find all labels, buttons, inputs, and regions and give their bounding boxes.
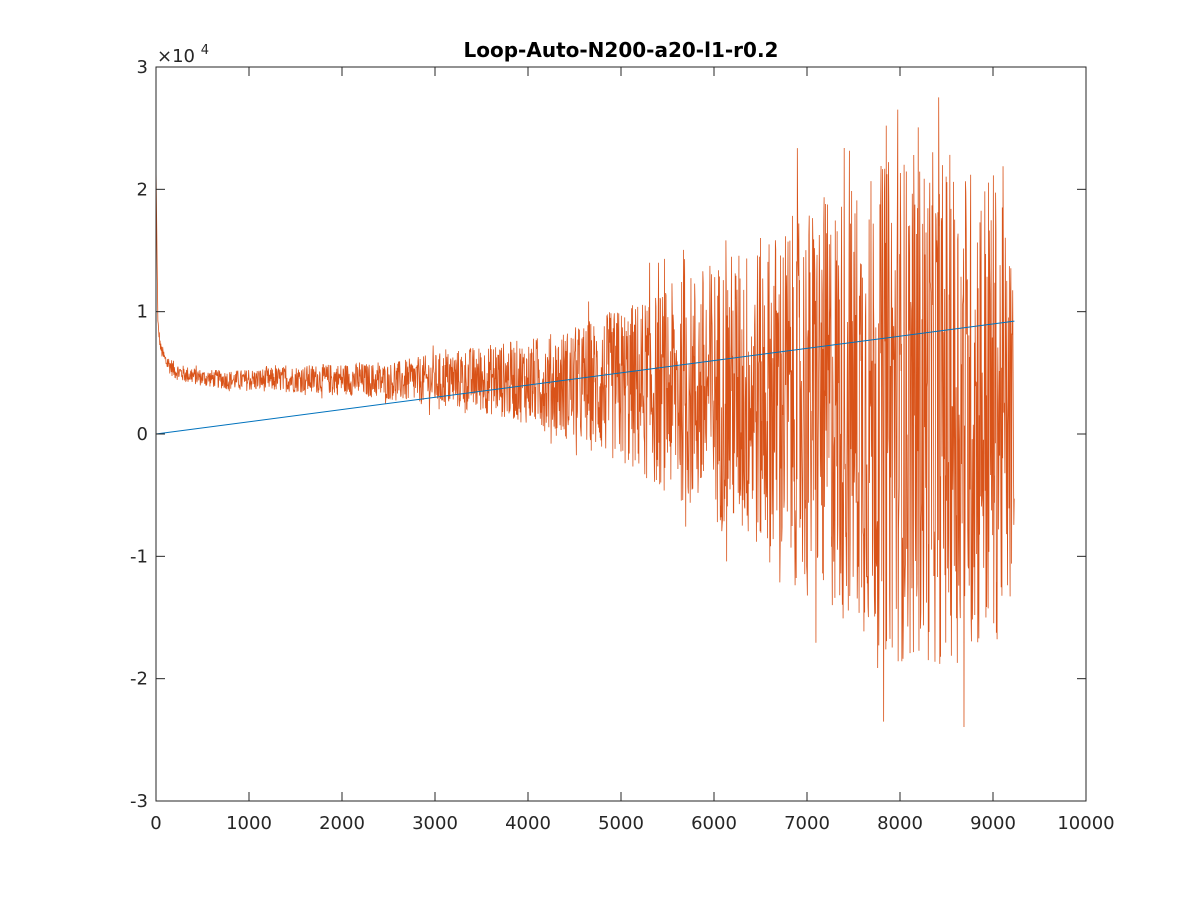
x-tick-label: 10000 (1057, 813, 1114, 834)
chart-title: Loop-Auto-N200-a20-l1-r0.2 (464, 38, 779, 62)
y-exponent-label: ×10 4 (157, 43, 209, 67)
x-tick-label: 6000 (691, 813, 737, 834)
x-tick-label: 3000 (412, 813, 458, 834)
x-tick-label: 9000 (970, 813, 1016, 834)
x-tick-label: 8000 (877, 813, 923, 834)
series-blue-line (155, 320, 1015, 435)
x-tick-label: 5000 (598, 813, 644, 834)
axes-layer: 0 1000 2000 3000 4000 5000 6000 7000 8000 9000 100… (130, 57, 1115, 834)
y-tick-label: -3 (130, 791, 148, 812)
y-tick-label: 2 (137, 179, 148, 200)
y-tick-label: 3 (137, 57, 148, 78)
x-tick-label: 0 (150, 813, 161, 834)
x-tick-label: 1000 (226, 813, 272, 834)
y-tick-label: -2 (130, 669, 148, 690)
series-orange-line (155, 97, 1015, 727)
y-exponent-power: 4 (201, 43, 209, 58)
x-tick-label: 2000 (319, 813, 365, 834)
y-tick-label: 1 (137, 302, 148, 323)
x-tick-label: 7000 (784, 813, 830, 834)
y-exponent-base: ×10 (157, 46, 195, 67)
x-tick-label: 4000 (505, 813, 551, 834)
y-tick-label: 0 (137, 424, 148, 445)
series-layer (155, 97, 1015, 727)
y-tick-label: -1 (130, 546, 148, 567)
